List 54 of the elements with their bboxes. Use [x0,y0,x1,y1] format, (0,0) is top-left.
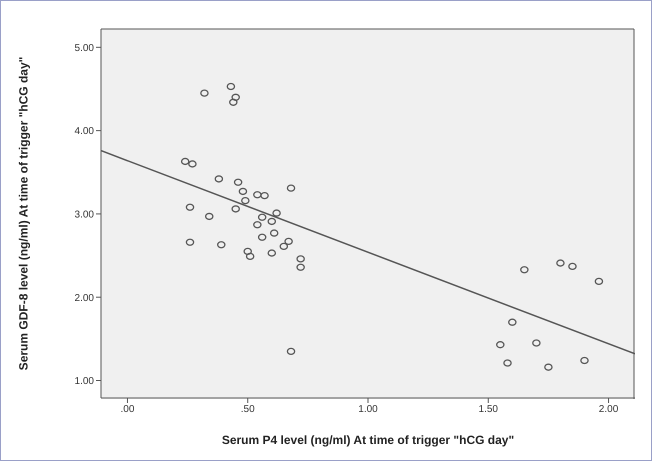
point [286,184,296,192]
point [268,218,276,226]
x-tick-label: .00 [120,404,135,416]
point [503,359,512,367]
point [231,205,240,213]
point [568,262,577,270]
point [253,221,262,228]
point [544,364,553,371]
point [268,249,276,257]
point [284,238,293,246]
point [204,212,214,220]
point [180,158,190,166]
y-axis-title: Serum GDF-8 level (ng/ml) At time of trigger "hCG day" [16,56,30,370]
point [241,196,250,204]
point [226,82,236,90]
y-tick-label: 5.00 [74,42,94,54]
x-tick-label: 2.00 [598,404,619,416]
y-tick-label: 4.00 [74,126,94,138]
point [508,318,517,326]
point [520,266,529,274]
point [188,160,197,168]
point [296,255,305,263]
point [280,242,288,250]
point [246,252,254,260]
point [270,229,278,237]
x-axis-title: Serum P4 level (ng/ml) At time of trigger "hCG day" [222,433,514,447]
point [532,339,541,347]
point [594,278,604,286]
point [200,89,209,97]
y-tick-label: 3.00 [74,209,94,220]
point [186,204,194,211]
point [234,178,242,186]
point [556,259,565,267]
point [253,191,262,198]
point [272,209,281,217]
point [243,248,252,256]
x-tick-label: .50 [240,404,256,416]
point [580,356,589,364]
x-tick-label: 1.00 [358,404,378,416]
point [238,188,248,196]
point [286,348,296,356]
point [217,241,226,248]
y-tick-label: 1.00 [74,376,94,388]
point [258,214,266,221]
point [231,94,240,101]
point [214,175,224,183]
x-tick-label: 1.50 [478,404,498,416]
point [496,341,505,348]
y-tick-label: 2.00 [74,292,94,304]
point [186,238,194,246]
point [229,98,238,106]
point [296,264,305,271]
point [258,234,266,241]
point [260,192,269,200]
